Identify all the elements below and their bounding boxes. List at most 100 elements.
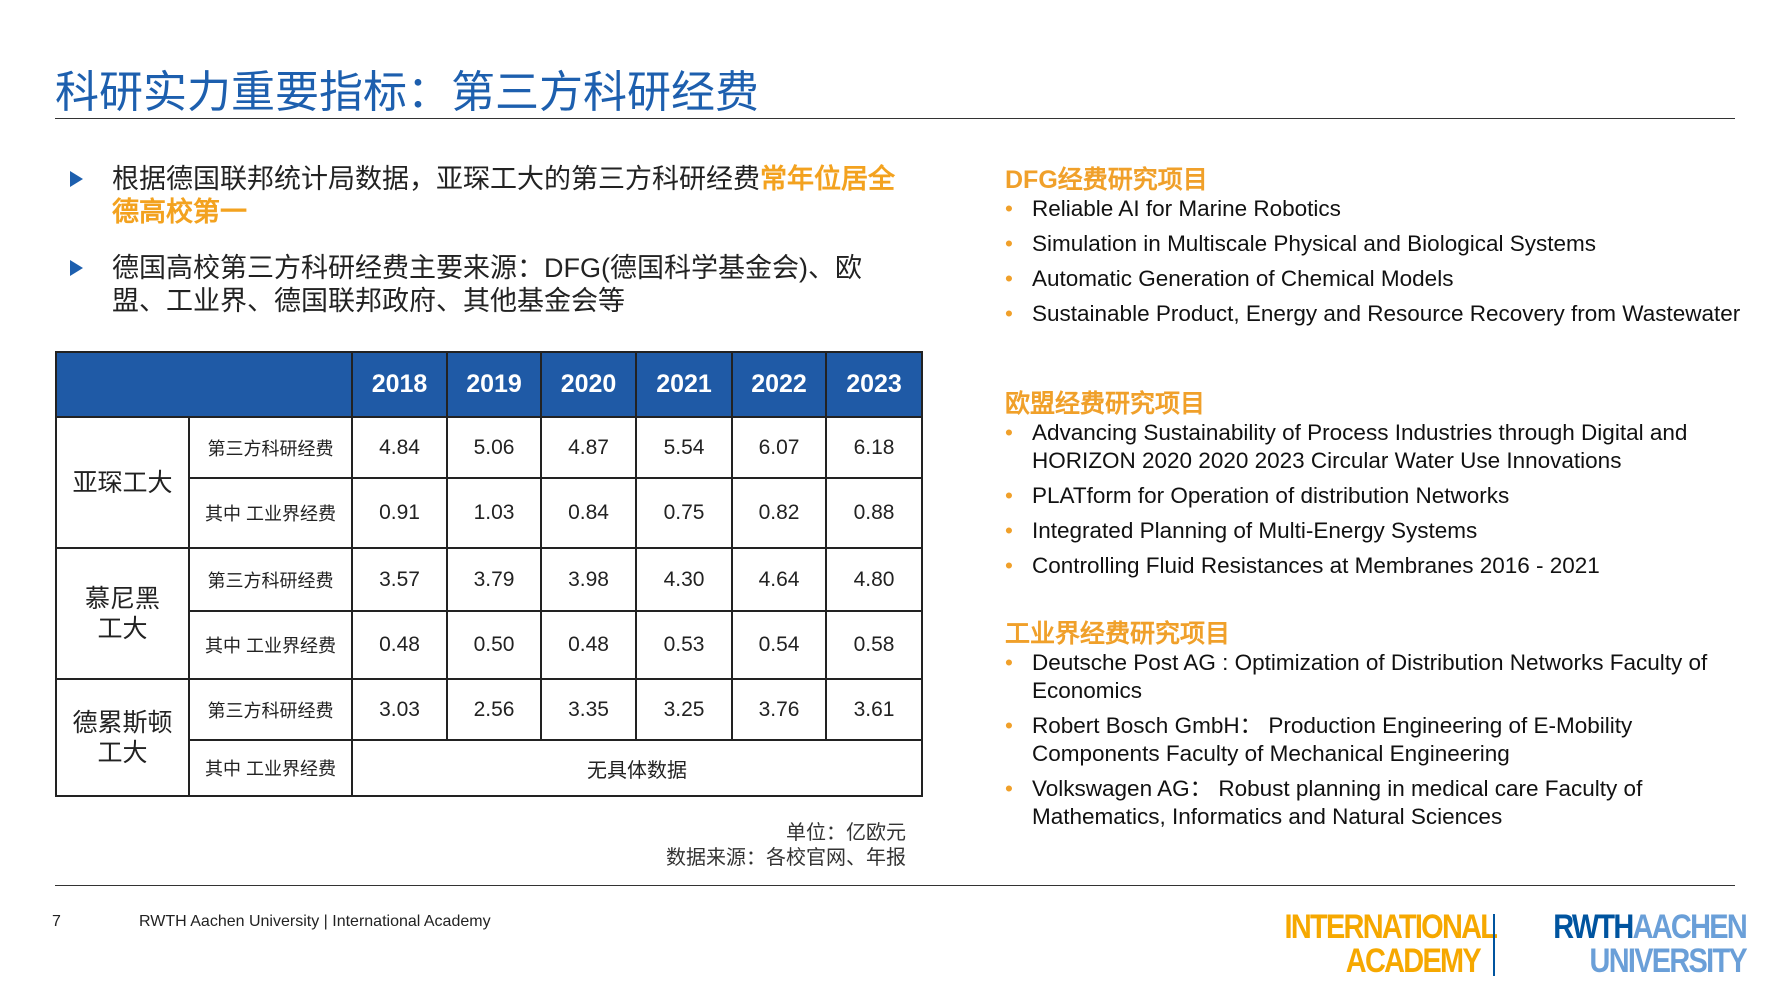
project-item: • PLATform for Operation of distribution … [1005, 482, 1745, 510]
logo-text: AACHEN [1632, 908, 1748, 946]
project-heading: 工业界经费研究项目 [1005, 620, 1231, 648]
row-label: 第三方科研经费 [188, 547, 353, 612]
project-item: • Reliable AI for Marine Robotics [1005, 195, 1745, 223]
cell-value: 0.48 [351, 610, 448, 680]
cell-value: 3.35 [540, 678, 637, 741]
item-text: PLATform for Operation of distribution N… [1032, 483, 1510, 508]
item-bullet: • [1005, 518, 1013, 543]
cell-value: 0.54 [731, 610, 827, 680]
year-header: 2022 [731, 351, 827, 418]
item-text: Controlling Fluid Resistances at Membran… [1032, 553, 1600, 578]
cell-value: 0.75 [635, 477, 733, 549]
year-header: 2021 [635, 351, 733, 418]
data-row: 其中 工业界经费 无具体数据 [56, 739, 923, 797]
cell-value: 2.56 [446, 678, 542, 741]
row-label: 第三方科研经费 [188, 416, 353, 479]
cell-value: 6.18 [825, 416, 923, 479]
project-item: • Controlling Fluid Resistances at Membra… [1005, 552, 1745, 580]
project-section: DFG经费研究项目 • Reliable AI for Marine Robotic… [1005, 165, 1745, 335]
item-text: Volkswagen AG： Robust planning in medica… [1032, 776, 1643, 829]
data-row: 其中 工业界经费 0.48 0.50 0.48 0.53 0.54 0.58 [56, 610, 923, 680]
logo-text: RWTH [1553, 908, 1634, 946]
university-name-line: 亚琛工大 [72, 468, 173, 497]
cell-value: 4.84 [351, 416, 448, 479]
item-bullet: • [1005, 301, 1013, 326]
cell-note: 无具体数据 [351, 739, 923, 797]
university-name: 亚琛工大 [55, 416, 190, 549]
project-section: 欧盟经费研究项目 • Advancing Sustainability of Pro… [1005, 389, 1745, 587]
row-label: 第三方科研经费 [188, 678, 353, 741]
cell-value: 4.87 [540, 416, 637, 479]
cell-value: 0.84 [540, 477, 637, 549]
cell-value: 0.82 [731, 477, 827, 549]
row-label: 其中 工业界经费 [188, 477, 353, 549]
item-bullet: • [1005, 553, 1013, 578]
item-text: Advancing Sustainability of Process Indu… [1032, 420, 1688, 473]
header-row: 2018 2019 2020 2021 2022 2023 [55, 351, 923, 418]
cell-value: 1.03 [446, 477, 542, 549]
item-text: Robert Bosch GmbH： Production Engineerin… [1032, 713, 1633, 766]
item-text: Deutsche Post AG : Optimization of Distr… [1032, 650, 1708, 703]
university-name-line: 工大 [97, 614, 148, 643]
university-name-line: 德累斯顿 [72, 708, 173, 737]
project-item: • Simulation in Multiscale Physical and B… [1005, 230, 1745, 258]
cell-value: 0.53 [635, 610, 733, 680]
cell-value: 3.61 [825, 678, 923, 741]
data-row: 亚琛工大 第三方科研经费 4.84 5.06 4.87 5.54 6.07 6.18 [55, 416, 923, 549]
cell-value: 6.07 [731, 416, 827, 479]
project-item: • Integrated Planning of Multi-Energy Sys… [1005, 517, 1745, 545]
item-text: Reliable AI for Marine Robotics [1032, 196, 1341, 221]
bullet-marker [70, 171, 83, 187]
page-number: 7 [52, 913, 61, 930]
item-bullet: • [1005, 483, 1013, 508]
header-blank [55, 351, 353, 418]
cell-value: 0.50 [446, 610, 542, 680]
logo-text: ACADEMY [1345, 942, 1482, 980]
project-item: • Robert Bosch GmbH： Production Engineeri… [1005, 712, 1745, 768]
item-bullet: • [1005, 196, 1013, 221]
item-bullet: • [1005, 420, 1013, 445]
title-rule [55, 118, 1735, 119]
item-text: Sustainable Product, Energy and Resource… [1032, 301, 1741, 326]
project-heading: DFG经费研究项目 [1005, 166, 1208, 194]
logo-text: INTERNATIONAL [1284, 908, 1498, 946]
bullet-marker [70, 260, 83, 276]
data-row: 慕尼黑 工大 第三方科研经费 3.57 3.79 3.98 4.30 4.64 4.80 [55, 547, 923, 680]
cell-value: 0.88 [825, 477, 923, 549]
project-item: • Advancing Sustainability of Process Ind… [1005, 419, 1745, 475]
item-bullet: • [1005, 650, 1013, 675]
item-text: Integrated Planning of Multi-Energy Syst… [1032, 518, 1478, 543]
bullet-text: 德国高校第三方科研经费主要来源：DFG(德国科学基金会)、欧盟、工业界、德国联邦… [112, 253, 862, 316]
year-header: 2018 [351, 351, 448, 418]
bullet-highlight: 常年位居全德高校第一 [112, 164, 895, 227]
university-name-line: 慕尼黑 [84, 584, 160, 613]
bullet: 根据德国联邦统计局数据，亚琛工大的第三方科研经费常年位居全德高校第一 [70, 163, 902, 229]
item-bullet: • [1005, 713, 1013, 738]
footer-text: RWTH Aachen University | International A… [139, 913, 491, 930]
logo-academy: INTERNATIONAL ACADEMY [1284, 908, 1498, 980]
cell-value: 3.98 [540, 547, 637, 612]
project-section: 工业界经费研究项目 • Deutsche Post AG : Optimizatio… [1005, 619, 1745, 838]
funding-table: 2018 2019 2020 2021 2022 2023 亚琛工大 第三方科研经费 4.84 5… [55, 351, 923, 797]
cell-value: 0.58 [825, 610, 923, 680]
row-label: 其中 工业界经费 [188, 610, 353, 680]
project-item: • Deutsche Post AG : Optimization of Dist… [1005, 649, 1745, 705]
cell-value: 5.54 [635, 416, 733, 479]
logo-divider [1493, 914, 1495, 976]
cell-value: 3.57 [351, 547, 448, 612]
university-name: 德累斯顿 工大 [55, 678, 190, 797]
item-bullet: • [1005, 231, 1013, 256]
data-row: 其中 工业界经费 0.91 1.03 0.84 0.75 0.82 0.88 [56, 477, 923, 549]
cell-value: 3.25 [635, 678, 733, 741]
year-header: 2020 [540, 351, 637, 418]
project-item: • Volkswagen AG： Robust planning in medic… [1005, 775, 1745, 831]
year-header: 2023 [825, 351, 923, 418]
item-bullet: • [1005, 776, 1013, 801]
cell-value: 3.79 [446, 547, 542, 612]
logo-rwth: RWTHAACHEN UNIVERSITY [1544, 908, 1748, 978]
data-row: 德累斯顿 工大 第三方科研经费 3.03 2.56 3.35 3.25 3.76 3.61 [55, 678, 923, 797]
university-name-line: 工大 [97, 738, 148, 767]
slide-title: 科研实力重要指标：第三方科研经费 [55, 68, 759, 117]
cell-value: 3.03 [351, 678, 448, 741]
